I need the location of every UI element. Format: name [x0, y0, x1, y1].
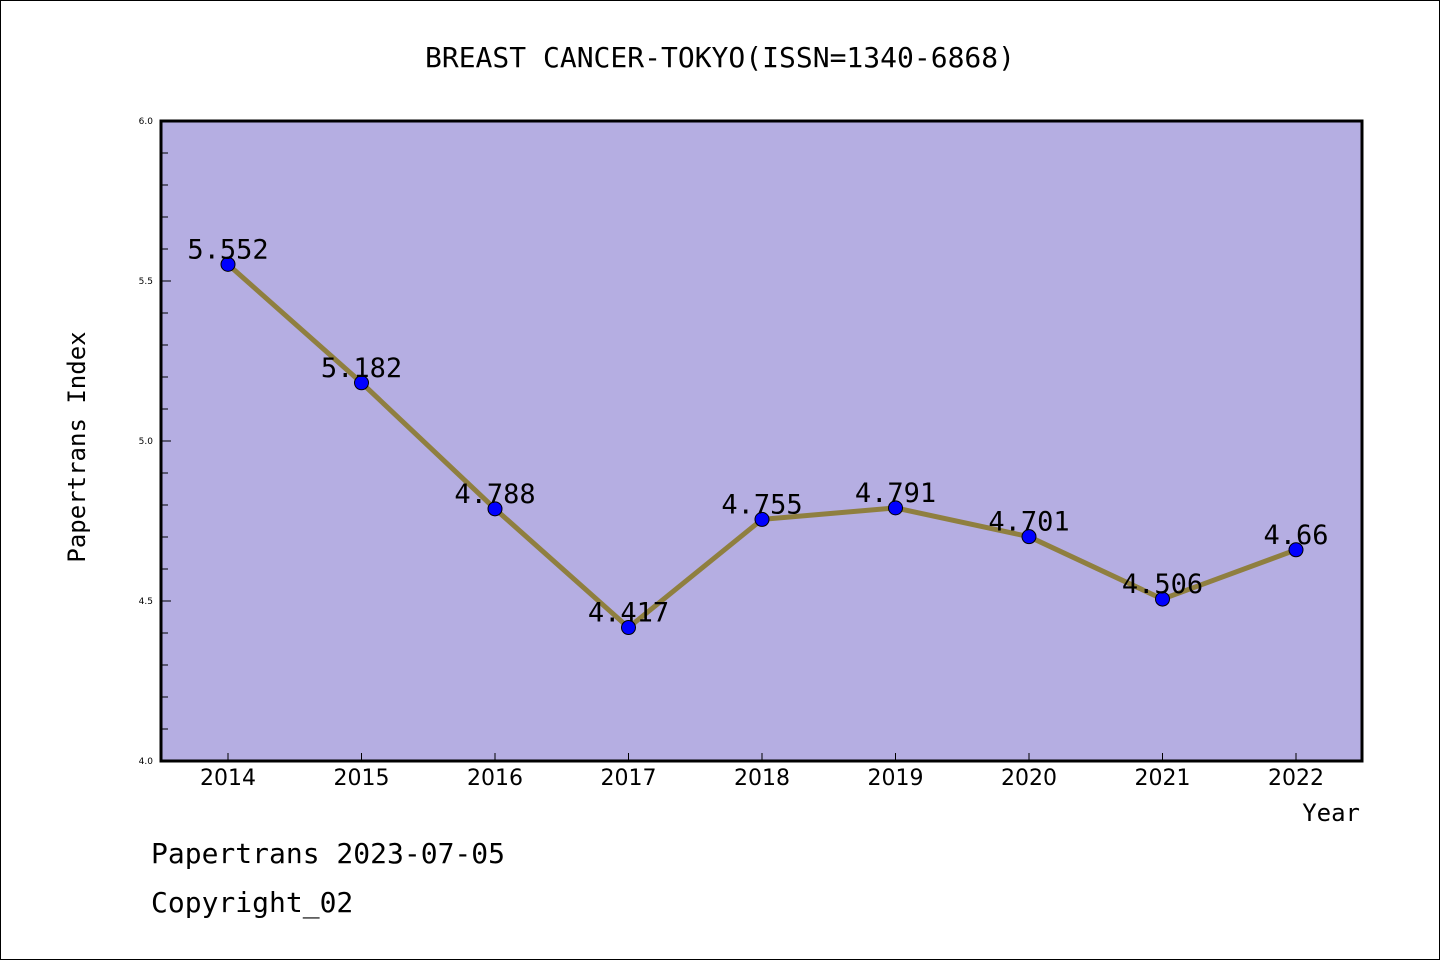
x-tick-label: 2019: [868, 766, 924, 791]
data-point: [220, 256, 236, 272]
data-label: 4.417: [588, 598, 669, 629]
x-tick-label: 2022: [1268, 766, 1324, 791]
y-tick-label: 4.0: [139, 757, 154, 767]
data-point: [888, 500, 903, 516]
data-markers: [220, 256, 1304, 636]
data-point: [1021, 529, 1037, 545]
data-point: [487, 501, 503, 517]
x-tick-label: 2015: [334, 766, 390, 791]
data-label: 4.791: [855, 478, 936, 509]
data-point: [1288, 542, 1304, 558]
footer-copyright: Copyright_02: [151, 886, 354, 919]
data-label: 4.701: [988, 507, 1069, 538]
plot-border: [159, 119, 1364, 763]
x-tick-label: 2018: [734, 766, 790, 791]
x-tick-label: 2014: [200, 766, 256, 791]
data-label: 4.66: [1263, 520, 1328, 551]
data-label: 4.788: [454, 479, 535, 510]
plot-area: [161, 121, 1362, 761]
data-label: 4.506: [1122, 569, 1203, 600]
x-tick-label: 2020: [1001, 766, 1057, 791]
y-tick-label: 5.0: [139, 437, 154, 447]
y-tick-label: 5.5: [139, 277, 153, 287]
data-point: [354, 375, 369, 391]
y-tick-label: 6.0: [139, 117, 154, 127]
x-axis-label: Year: [1302, 799, 1360, 827]
y-tick-label: 4.5: [139, 597, 153, 607]
x-tick-label: 2017: [601, 766, 657, 791]
data-point: [754, 511, 770, 527]
x-tick-label: 2021: [1135, 766, 1191, 791]
y-axis-label: Papertrans Index: [63, 331, 91, 562]
data-label: 4.755: [721, 489, 802, 520]
x-tick-label: 2016: [467, 766, 523, 791]
footer-date: Papertrans 2023-07-05: [151, 837, 506, 870]
chart-title: BREAST CANCER-TOKYO(ISSN=1340-6868): [425, 41, 1015, 74]
data-label: 5.552: [187, 234, 268, 265]
data-label: 5.182: [321, 353, 402, 384]
data-labels: 5.552 5.182 4.788 4.417 4.755 4.791 4.701 4.506…: [187, 234, 1328, 628]
data-point: [1155, 591, 1170, 607]
data-point: [621, 620, 636, 636]
x-axis: 2014 2015 2016 2017 2018 2019 2020 2021 2022: [200, 753, 1324, 791]
